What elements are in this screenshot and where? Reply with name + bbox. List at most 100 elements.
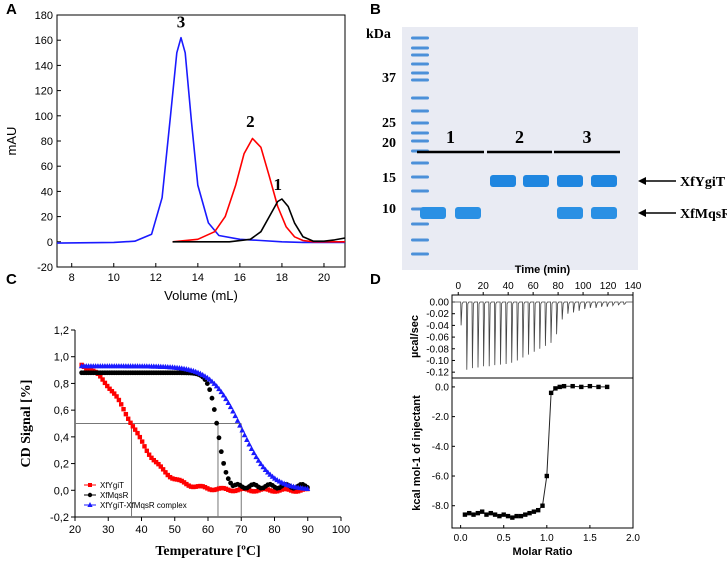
x-tick-label: 30 [102,524,114,536]
marker-XfYgiT [186,483,191,488]
marker-XfMqsR [211,407,217,412]
marker-XfYgiT [256,488,261,493]
kda-label: kDa [366,27,391,42]
x-tick-label: 20 [478,281,490,292]
x-tick-label: 14 [192,272,204,284]
series-line-3 [56,36,345,244]
marker-XfYgiT-XfMqsR complex [244,436,250,442]
itc-data-point [604,384,610,390]
lane-group-label: 2 [515,127,524,147]
itc-data-point [514,513,519,519]
marker-XfYgiT [291,489,296,494]
marker-XfYgiT-XfMqsR complex [234,417,241,423]
x-tick-label: 1.5 [583,533,597,544]
marker-XfYgiT [128,420,133,426]
ladder-band [411,53,429,57]
band-arrowhead [638,177,646,185]
marker-XfYgiT [223,486,229,492]
x-axis-label: Volume (mL) [164,288,238,303]
itc-data-point [527,510,532,516]
marker-XfYgiT [216,486,222,491]
peak-label-2: 2 [246,112,255,131]
marker-label: 15 [382,171,396,186]
x-tick-label: 8 [69,272,75,284]
band-xfygit [557,175,583,187]
y-tick-label: -0.10 [426,356,449,367]
marker-XfYgiT [130,424,136,429]
marker-XfYgiT-XfMqsR complex [211,380,218,386]
marker-XfYgiT [170,476,175,481]
legend-marker [88,483,92,487]
marker-XfYgiT [214,487,219,492]
marker-XfYgiT [174,477,180,482]
marker-XfYgiT [102,380,108,386]
marker-XfYgiT-XfMqsR complex [265,469,271,475]
itc-data-point [471,512,476,517]
marker-XfYgiT [295,489,301,494]
y-tick-label: -0.04 [426,321,449,332]
marker-XfYgiT [132,427,138,432]
x-tick-label: 0.5 [497,533,511,544]
marker-XfYgiT [88,368,94,373]
marker-XfYgiT-XfMqsR complex [258,460,264,467]
x-tick-label: 90 [302,524,314,536]
x-tick-label: 18 [276,272,288,284]
panel-b-gel: kDa 37 25 20 15 10 1 2 3 XfYgiT XfMqsR [366,27,727,270]
marker-XfYgiT [293,489,298,494]
marker-XfYgiT [107,386,112,391]
itc-data-point [587,383,593,389]
marker-XfMqsR [207,387,213,393]
marker-XfYgiT [263,486,268,492]
marker-XfYgiT [298,488,303,493]
x-tick-label: 80 [268,524,280,536]
band-xfygit [523,175,549,187]
marker-XfYgiT [172,476,177,482]
y-tick-label: -0.08 [426,344,449,355]
marker-XfYgiT-XfMqsR complex [209,378,215,384]
itc-data-point [505,513,511,519]
itc-data-point [557,384,562,390]
ladder-band [411,131,429,135]
y-tick-label: 120 [35,86,53,98]
itc-data-point [553,386,558,391]
peak-label-1: 1 [273,175,282,194]
marker-XfYgiT-XfMqsR complex [230,408,236,414]
bottom-y-axis-label: kcal mol-1 of injectant [411,395,423,511]
marker-XfYgiT [188,484,194,489]
marker-XfYgiT-XfMqsR complex [218,388,225,395]
x-tick-label: 50 [169,524,181,536]
marker-XfYgiT [191,484,196,490]
legend-label: XfYgiT-XfMqsR complex [100,501,187,510]
y-tick-label: -6.0 [432,472,450,483]
ladder-band [411,189,429,193]
y-tick-label: -0.06 [426,333,449,344]
marker-XfYgiT [279,487,285,492]
marker-XfYgiT [114,394,119,399]
marker-XfYgiT [233,488,238,494]
marker-XfYgiT [228,488,233,493]
panel-letter-c: C [6,271,17,288]
ladder-band [411,121,429,125]
marker-label: 25 [382,116,396,131]
ladder-band [411,46,429,50]
marker-XfYgiT [98,374,103,379]
itc-data-point [479,509,485,514]
plot-frame [56,14,346,268]
itc-fit-line [464,385,608,519]
marker-XfYgiT [205,486,210,491]
marker-XfYgiT [160,467,166,472]
marker-XfYgiT [181,480,187,485]
y-tick-label: 40 [41,186,53,198]
lane-group-label: 3 [583,127,592,147]
marker-XfYgiT [272,489,278,494]
marker-XfYgiT [119,402,124,407]
y-tick-label: -20 [37,262,53,274]
x-tick-label: 1.0 [540,533,554,544]
x-tick-label: 80 [553,281,565,292]
peak-label-3: 3 [177,13,186,32]
x-tick-label: 40 [135,524,147,536]
marker-XfYgiT [158,464,163,469]
marker-XfYgiT [165,472,170,478]
marker-XfYgiT-XfMqsR complex [255,457,262,463]
itc-data-point [510,515,515,520]
